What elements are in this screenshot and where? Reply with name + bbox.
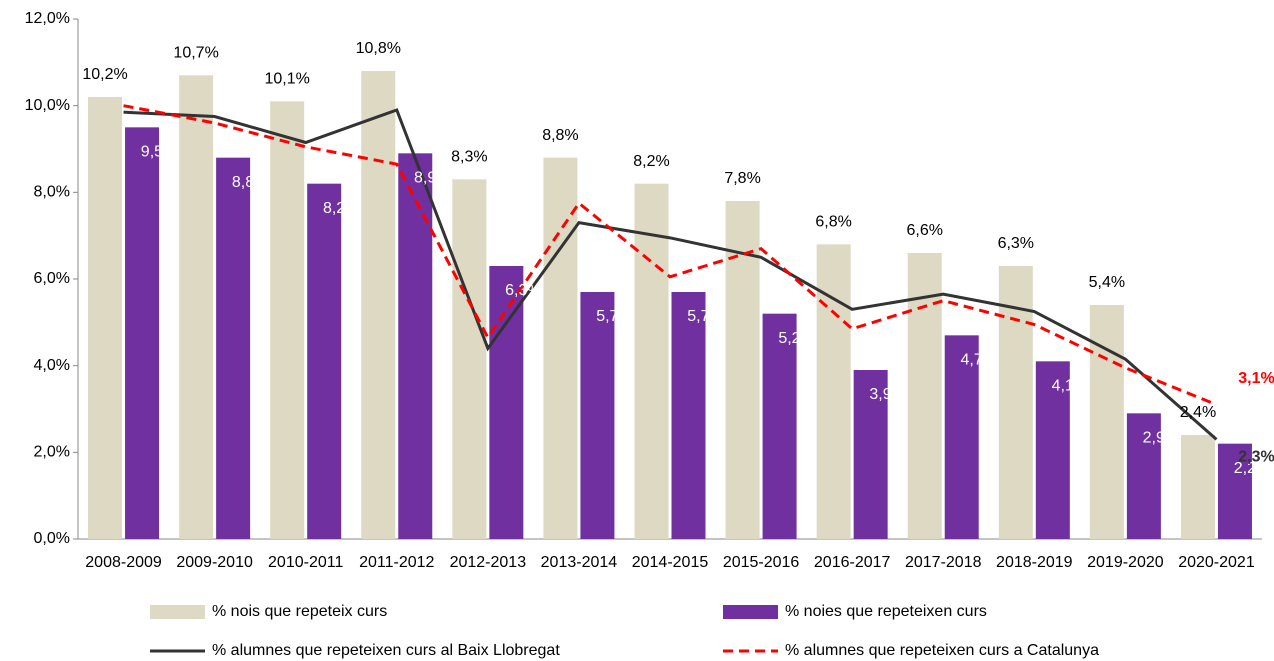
bar [816,244,851,540]
bar [944,335,979,539]
x-tick-label: 2013-2014 [541,554,618,571]
data-label: 8,2% [633,153,669,170]
line [123,108,1218,441]
data-label: 10,1% [265,71,310,88]
bar [1035,361,1070,539]
x-tick-label: 2010-2011 [268,554,343,571]
data-label: 4,1% [1052,378,1088,395]
y-tick-label: 2,0% [34,444,70,461]
legend-label: % nois que repeteix curs [212,603,387,620]
x-tick-label: 2017-2018 [905,554,982,571]
x-tick-label: 2012-2013 [450,554,527,571]
legend-label: % alumnes que repeteixen curs a Cataluny… [785,642,1099,659]
data-label: 8,8% [232,174,268,191]
data-label: 6,8% [815,214,851,231]
data-label: 9,5% [141,144,177,161]
bar [1089,305,1124,539]
bar [634,183,669,539]
x-tick-label: 2018-2019 [996,554,1073,571]
line [123,104,1218,407]
data-label: 2,2% [1234,460,1270,477]
bar [361,71,396,539]
x-tick-label: 2008-2009 [85,554,162,571]
bar [125,127,160,539]
data-label: 5,7% [596,308,632,325]
data-label: 2,9% [1143,430,1179,447]
legend-label: % noies que repeteixen curs [785,603,987,620]
bar [88,97,123,539]
bar [398,153,433,540]
data-label: 6,3% [998,235,1034,252]
bar [1126,413,1161,539]
x-tick-label: 2020-2021 [1178,554,1255,571]
data-label: 8,3% [451,149,487,166]
bar [452,179,487,540]
bar [762,313,797,539]
bar [179,75,214,539]
data-label: 5,7% [687,308,723,325]
data-label: 7,8% [724,170,760,187]
data-label: 3,9% [869,386,905,403]
x-tick-label: 2016-2017 [814,554,891,571]
bar [1217,443,1252,539]
legend-label: % alumnes que repeteixen curs al Baix Ll… [212,642,560,659]
data-label: 2,3% [1238,449,1274,466]
data-label: 8,8% [542,127,578,144]
y-tick-label: 4,0% [34,357,70,374]
bar [216,157,251,539]
bar [853,370,888,539]
bar [907,253,942,539]
data-label: 6,6% [906,222,942,239]
data-label: 4,7% [960,352,996,369]
x-tick-label: 2015-2016 [723,554,800,571]
bar [580,292,615,539]
y-tick-label: 8,0% [34,184,70,201]
data-label: 10,8% [356,40,401,57]
legend-swatch [150,605,205,619]
data-label: 8,2% [323,200,359,217]
bar [270,101,305,539]
bar [671,292,706,539]
data-label: 5,4% [1089,274,1125,291]
x-tick-label: 2011-2012 [359,554,434,571]
x-tick-label: 2009-2010 [176,554,253,571]
x-tick-label: 2019-2020 [1087,554,1164,571]
y-tick-label: 12,0% [25,10,70,27]
data-label: 10,7% [173,45,218,62]
data-label: 3,1% [1238,370,1274,387]
bar [307,183,342,539]
legend-swatch [723,605,778,619]
x-tick-label: 2014-2015 [632,554,709,571]
data-label: 8,9% [414,170,450,187]
data-label: 6,3% [505,282,541,299]
y-tick-label: 0,0% [34,530,70,547]
data-label: 2,4% [1180,404,1216,421]
bar [1180,435,1215,539]
bar [543,157,578,539]
data-label: 10,2% [82,66,127,83]
bar [489,266,524,539]
data-label: 5,2% [778,330,814,347]
y-tick-label: 10,0% [25,97,70,114]
y-tick-label: 6,0% [34,270,70,287]
